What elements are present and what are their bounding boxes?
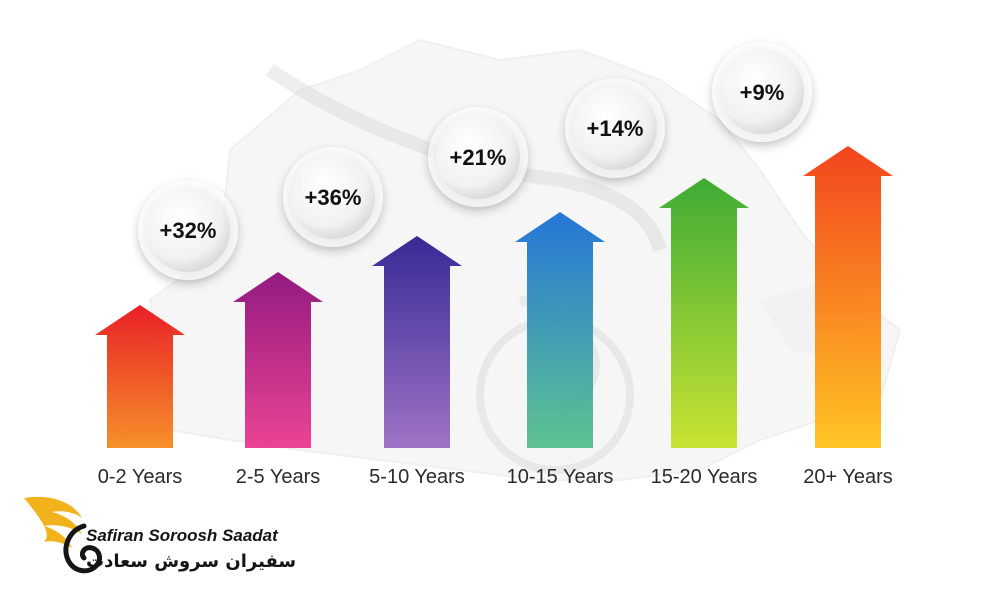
bars-group	[95, 146, 893, 448]
value-bubble	[283, 147, 383, 247]
brand-name-fa: سفیران سروش سعادت	[86, 551, 297, 572]
bar-arrow-15-20-years	[659, 178, 749, 448]
value-label: +32%	[160, 218, 217, 243]
category-label: 0-2 Years	[98, 466, 183, 488]
category-label: 15-20 Years	[651, 466, 758, 488]
value-label: +36%	[305, 185, 362, 210]
value-bubble	[712, 42, 812, 142]
bubbles-group: +32% +36% +21% +14% +9%	[138, 42, 812, 280]
bar-arrow-5-10-years	[372, 236, 462, 448]
value-bubble	[565, 78, 665, 178]
bar-arrow-10-15-years	[515, 212, 605, 448]
labels-group: 0-2 Years 2-5 Years 5-10 Years 10-15 Years 1…	[98, 466, 893, 488]
category-label: 10-15 Years	[507, 466, 614, 488]
category-label: 2-5 Years	[236, 466, 321, 488]
bar-arrow-0-2-years	[95, 305, 185, 448]
brand-name-en: Safiran Soroosh Saadat	[86, 526, 278, 545]
bar-arrow-2-5-years	[233, 272, 323, 448]
value-label: +14%	[587, 116, 644, 141]
bar-arrow-20-years	[803, 146, 893, 448]
value-bubble	[428, 107, 528, 207]
brand-logo-icon	[24, 496, 102, 574]
value-label: +21%	[450, 145, 507, 170]
value-label: +9%	[740, 80, 785, 105]
value-bubble	[138, 180, 238, 280]
category-label: 20+ Years	[803, 466, 893, 488]
category-label: 5-10 Years	[369, 466, 465, 488]
